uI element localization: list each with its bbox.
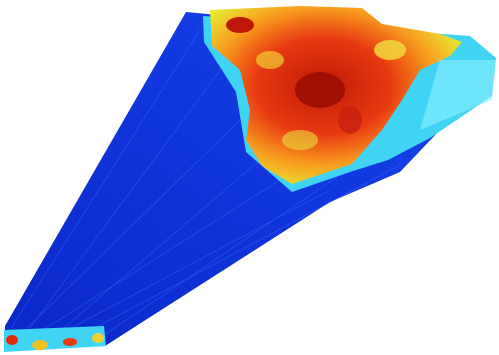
canary-islands [4, 326, 106, 352]
island [63, 338, 77, 346]
page [0, 0, 499, 355]
heat-spot [282, 130, 318, 150]
island [6, 335, 18, 345]
heat-spot [226, 17, 254, 33]
heat-spot [374, 40, 406, 60]
heat-spot [338, 106, 362, 134]
island [32, 340, 48, 350]
mesh-visualization [0, 0, 499, 355]
heat-spot [256, 51, 284, 69]
island [92, 333, 104, 343]
island [4, 326, 106, 352]
heat-spot [295, 72, 345, 108]
